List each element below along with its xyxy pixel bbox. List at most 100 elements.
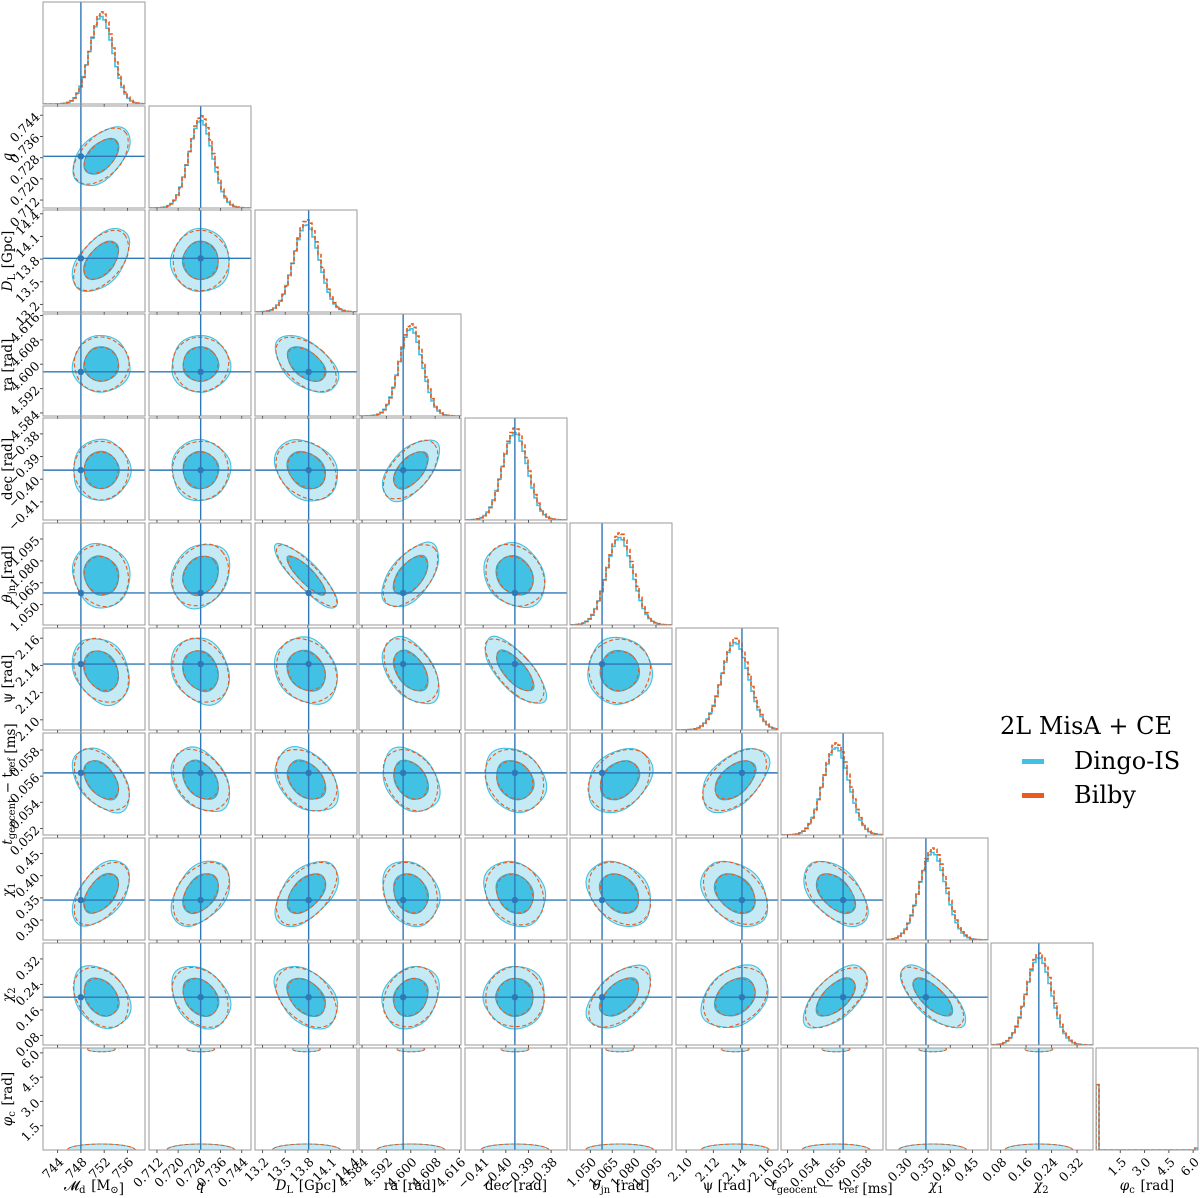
truth-marker — [511, 660, 519, 668]
panel-frame — [1095, 1047, 1199, 1151]
truth-marker — [77, 769, 85, 777]
panel-frame — [569, 522, 673, 626]
y-axis-label-chi2: χ2 — [0, 986, 18, 1003]
truth-marker — [399, 589, 407, 597]
panel-phic-vs-tc — [780, 1047, 884, 1153]
panel-frame — [254, 1047, 358, 1151]
hist-bilby-psi — [676, 637, 778, 730]
y-axis-label-psi: ψ [rad] — [0, 655, 16, 704]
panel-DL-vs-DL — [254, 209, 358, 315]
panel-thetajn-vs-dec — [464, 522, 568, 628]
truth-marker — [77, 589, 85, 597]
panel-frame — [148, 732, 252, 836]
truth-marker — [511, 896, 519, 904]
truth-marker — [738, 896, 746, 904]
contour-2sigma-bilby — [275, 966, 338, 1028]
contour-2sigma-bilby — [900, 966, 965, 1028]
contour-1sigma-dingo — [83, 450, 120, 490]
panel-frame — [42, 105, 146, 209]
panel-ra-vs-ra — [358, 313, 462, 419]
panel-chi1-vs-chi1 — [885, 837, 989, 943]
panel-tc-vs-Mc — [40, 732, 146, 838]
panel-psi-vs-psi — [675, 627, 779, 733]
panel-phic-vs-psi — [675, 1047, 779, 1153]
panel-frame — [885, 837, 989, 941]
panel-frame — [990, 1047, 1094, 1151]
contour-2sigma-bilby — [171, 966, 229, 1028]
x-tick-label: 3.0 — [1129, 1154, 1154, 1179]
panel-frame — [254, 522, 358, 626]
panel-tc-vs-dec — [464, 732, 568, 838]
panel-ra-vs-DL — [254, 313, 358, 419]
panel-phic-vs-DL — [254, 1047, 358, 1153]
legend-title: 2L MisA + CE — [1000, 712, 1172, 740]
panel-frame — [675, 627, 779, 731]
y-axis-label-thetajn: θjn [rad] — [0, 545, 18, 602]
contour-1sigma-bilby — [84, 760, 119, 800]
contour-1sigma-fill — [715, 760, 757, 800]
contour-2sigma-bilby — [701, 748, 767, 812]
truth-marker — [598, 769, 606, 777]
panel-frame — [464, 627, 568, 731]
x-axis-label-tc: tgeocent − tref [ms] — [771, 1178, 892, 1197]
contour-2sigma-bilby — [72, 966, 129, 1028]
panel-chi2-vs-thetajn — [569, 942, 673, 1048]
contour-high-bilby-chi1 — [918, 1048, 948, 1053]
panel-phic-vs-ra — [358, 1047, 462, 1153]
x-tick-label: 744 — [39, 1154, 67, 1182]
contour-1sigma-dingo — [182, 873, 219, 915]
hist-bilby-phic — [1096, 1083, 1198, 1150]
contour-1sigma-bilby — [83, 451, 119, 489]
panel-DL-vs-Mc — [40, 209, 146, 315]
contour-2sigma-bilby — [382, 544, 439, 607]
panel-chi1-vs-Mc — [40, 837, 146, 943]
contour-2sigma-bilby — [172, 748, 230, 812]
contour-1sigma-bilby — [83, 650, 119, 691]
panel-DL-vs-q — [148, 209, 252, 315]
panel-frame — [358, 942, 462, 1046]
contour-2sigma-dingo — [171, 438, 232, 502]
panel-frame — [464, 522, 568, 626]
legend-item-bilby: Bilby — [1000, 778, 1195, 812]
panel-tc-vs-ra — [358, 732, 462, 838]
x-axis-label-dec: dec [rad] — [485, 1178, 547, 1194]
contour-low-bilby-ra — [376, 1143, 446, 1150]
panel-chi2-vs-dec — [464, 942, 568, 1048]
contour-1sigma-dingo — [599, 649, 640, 692]
x-tick-label: 0.32 — [1056, 1154, 1086, 1184]
contour-2sigma-bilby — [382, 439, 439, 500]
panel-dec-vs-DL — [254, 417, 358, 523]
contour-1sigma-fill — [83, 555, 119, 596]
panel-frame — [780, 837, 884, 941]
panel-frame — [42, 942, 146, 1046]
panel-dec-vs-Mc — [40, 417, 146, 523]
contour-2sigma-dingo — [802, 964, 869, 1029]
panel-frame — [42, 313, 146, 417]
panel-phic-vs-dec — [464, 1047, 568, 1153]
contour-high-bilby-DL — [291, 1048, 321, 1053]
panel-chi1-vs-psi — [675, 837, 779, 943]
panel-frame — [358, 417, 462, 521]
panel-frame — [675, 1047, 779, 1151]
panel-tc-vs-psi — [675, 732, 779, 838]
contour-2sigma-bilby — [172, 637, 230, 703]
hist-dingo-tc — [781, 746, 883, 835]
truth-marker — [399, 993, 407, 1001]
contour-2sigma-bilby — [702, 966, 768, 1029]
contour-1sigma-fill — [600, 650, 640, 692]
y-tick-label: 4.5 — [18, 1071, 43, 1096]
panel-frame — [464, 837, 568, 941]
y-tick-label: 2.16 — [12, 632, 42, 662]
y-axis-label-dec: dec [rad] — [0, 438, 16, 500]
panel-phic-vs-phic — [1095, 1047, 1199, 1153]
truth-marker — [399, 660, 407, 668]
panel-frame — [42, 732, 146, 836]
panel-frame — [254, 627, 358, 731]
contour-2sigma-dingo — [587, 636, 654, 705]
contour-2sigma-bilby — [275, 861, 338, 926]
contour-2sigma-bilby — [276, 638, 338, 704]
contour-high-bilby-Mc — [86, 1048, 116, 1053]
truth-marker — [197, 769, 204, 777]
truth-marker — [839, 993, 847, 1001]
